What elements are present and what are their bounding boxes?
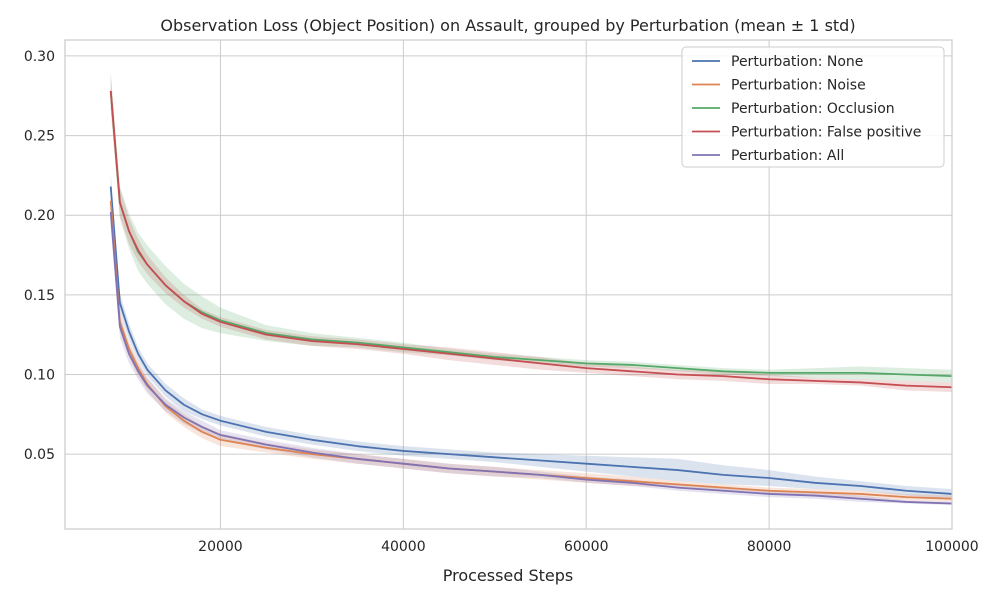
series-line-3 [109,90,953,389]
legend-box [681,46,945,168]
x-tick-label: 80000 [747,539,792,555]
y-tick-label: 0.20 [24,208,55,224]
chart-title: Observation Loss (Object Position) on As… [160,16,855,35]
y-tick-label: 0.25 [24,129,55,145]
legend-label: Perturbation: None [731,54,863,70]
plot-frame [64,39,953,530]
x-tick-label: 100000 [925,539,978,555]
series-line-4 [109,211,953,505]
series-lines [109,90,953,505]
legend-label: Perturbation: All [731,148,844,164]
x-tick-label: 40000 [381,539,426,555]
y-tick-label: 0.15 [24,288,55,304]
legend-label: Perturbation: False positive [731,125,921,141]
legend: Perturbation: None Perturbation: Noise Per… [681,46,945,168]
y-axis-ticks: 0.05 0.10 0.15 0.20 0.25 0.30 [24,49,55,463]
legend-label: Perturbation: Occlusion [731,101,895,117]
x-axis-label: Processed Steps [443,566,574,585]
x-tick-label: 20000 [198,539,243,555]
legend-label: Perturbation: Noise [731,78,866,94]
x-axis-ticks: 20000 40000 60000 80000 100000 [198,539,979,555]
y-tick-label: 0.30 [24,49,55,65]
y-tick-label: 0.10 [24,367,55,383]
series-line-0 [109,186,953,495]
legend-items: Perturbation: None Perturbation: Noise Per… [692,54,921,164]
x-tick-label: 60000 [564,539,609,555]
y-tick-label: 0.05 [24,447,55,463]
